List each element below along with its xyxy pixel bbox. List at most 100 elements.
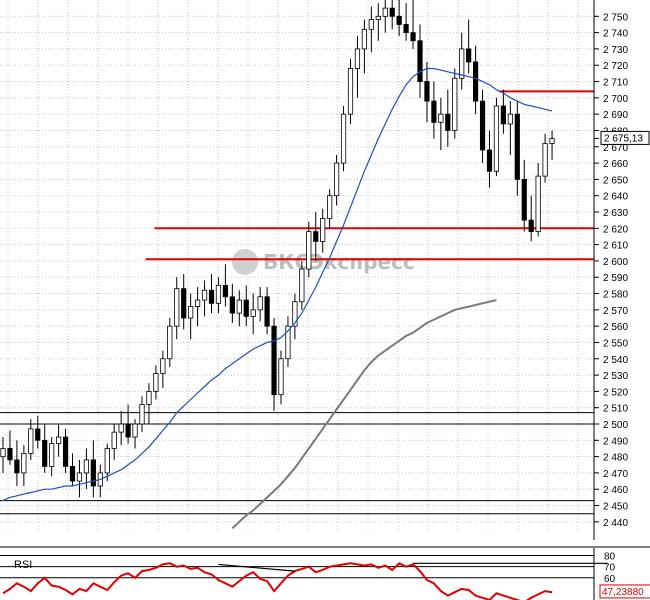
candle <box>222 264 228 307</box>
y-tick-label: 2 490 <box>603 436 628 447</box>
candle-body <box>139 404 145 425</box>
y-tick-label: 2 540 <box>603 355 628 366</box>
candle <box>208 273 215 314</box>
rsi-last-value-label: 47,23880 <box>602 587 644 598</box>
y-tick-label: 2 450 <box>603 502 628 513</box>
y-tick-label: 2 570 <box>603 306 628 317</box>
last-price-label: 2 675,13 <box>604 133 643 144</box>
candle <box>139 396 145 433</box>
candle <box>486 130 493 188</box>
candle-body <box>361 28 368 50</box>
candle <box>271 318 277 411</box>
y-tick-label: 2 580 <box>603 290 628 301</box>
y-tick-label: 2 460 <box>603 485 628 496</box>
candle-body <box>160 358 166 374</box>
candle-body <box>313 231 319 242</box>
candle <box>313 212 319 261</box>
candle-body <box>278 358 284 396</box>
candle-body <box>410 32 416 42</box>
candle <box>257 287 263 322</box>
candle-body <box>340 113 347 164</box>
y-tick-label: 2 670 <box>603 143 628 154</box>
candle-body <box>243 299 249 317</box>
candle <box>479 89 486 164</box>
candle <box>69 453 76 486</box>
candle-body <box>167 325 173 360</box>
candle-body <box>35 428 41 441</box>
candle <box>521 159 527 232</box>
candle <box>174 277 180 340</box>
candle-body <box>194 299 201 307</box>
candle <box>431 81 437 139</box>
moving-average-line <box>2 67 553 502</box>
candle-body <box>424 81 430 102</box>
candle <box>111 424 117 460</box>
candle-body <box>111 431 117 449</box>
candle <box>56 424 62 457</box>
candle-body <box>472 61 479 102</box>
candle-body <box>368 19 374 30</box>
y-tick-label: 2 600 <box>603 257 628 268</box>
y-tick-label: 2 730 <box>603 45 628 56</box>
candle <box>466 19 472 74</box>
candle-body <box>76 472 83 482</box>
y-tick-label: 2 630 <box>603 208 628 219</box>
candle-body <box>389 7 395 17</box>
candle <box>125 404 131 444</box>
candle-body <box>452 77 458 131</box>
candle-body <box>466 48 472 63</box>
candle <box>500 89 507 134</box>
candle-body <box>181 288 187 319</box>
candle-body <box>507 113 513 125</box>
candle <box>375 3 381 41</box>
candle <box>118 410 124 446</box>
candle-body <box>104 448 110 474</box>
y-tick-label: 2 650 <box>603 175 628 186</box>
candle <box>153 365 159 400</box>
candle-body <box>215 284 222 304</box>
candle-body <box>320 218 326 242</box>
price-chart: 2 440 2 450 2 460 2 470 2 480 2 490 2 500 2 510… <box>0 0 650 540</box>
y-tick-label: 2 620 <box>603 224 628 235</box>
candle <box>188 293 194 340</box>
candle-body <box>542 143 548 177</box>
candle-body <box>327 195 333 219</box>
candle-body <box>7 448 13 461</box>
candle <box>396 0 402 36</box>
rsi-tick-label: 70 <box>604 563 616 574</box>
candle <box>97 464 103 498</box>
y-tick-label: 2 500 <box>603 420 628 431</box>
candle <box>236 290 242 327</box>
y-tick-label: 2 550 <box>603 338 628 349</box>
y-tick-label: 2 530 <box>603 371 628 382</box>
rsi-last-value-box <box>599 584 650 599</box>
candle <box>445 89 451 147</box>
candle-body <box>479 100 486 151</box>
y-tick-label: 2 710 <box>603 78 628 89</box>
candle-body <box>174 288 180 327</box>
candle <box>229 283 235 323</box>
candle <box>167 318 173 367</box>
candle <box>278 350 284 405</box>
candle <box>542 133 548 183</box>
candle-body <box>493 105 500 172</box>
candle-body <box>250 309 256 317</box>
candle <box>403 3 409 41</box>
candle <box>417 24 423 98</box>
candle <box>299 260 305 310</box>
candle-body <box>285 325 291 360</box>
rsi-tick-label: 60 <box>604 574 616 585</box>
candle-body <box>403 24 409 34</box>
candle <box>549 130 555 160</box>
candle <box>535 163 541 237</box>
candle-body <box>208 289 215 304</box>
candle-body <box>153 373 159 392</box>
y-tick-label: 2 510 <box>603 404 628 415</box>
candle <box>160 350 166 389</box>
candle-body <box>306 231 312 270</box>
candle <box>90 440 96 498</box>
candle-body <box>90 459 96 487</box>
candle-body <box>42 439 48 467</box>
candle <box>35 415 41 449</box>
